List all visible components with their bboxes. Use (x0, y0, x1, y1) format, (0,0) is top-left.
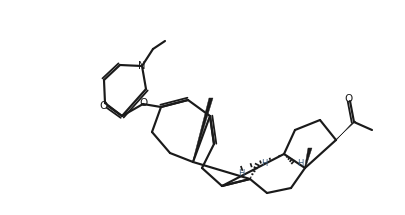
Text: O: O (140, 98, 148, 108)
Polygon shape (304, 148, 311, 168)
Text: O: O (100, 101, 108, 111)
Text: H: H (296, 158, 303, 167)
Polygon shape (335, 121, 355, 141)
Text: H: H (237, 169, 244, 178)
Text: N: N (138, 61, 145, 71)
Text: H: H (260, 158, 267, 167)
Polygon shape (192, 98, 213, 162)
Text: O: O (344, 94, 352, 104)
